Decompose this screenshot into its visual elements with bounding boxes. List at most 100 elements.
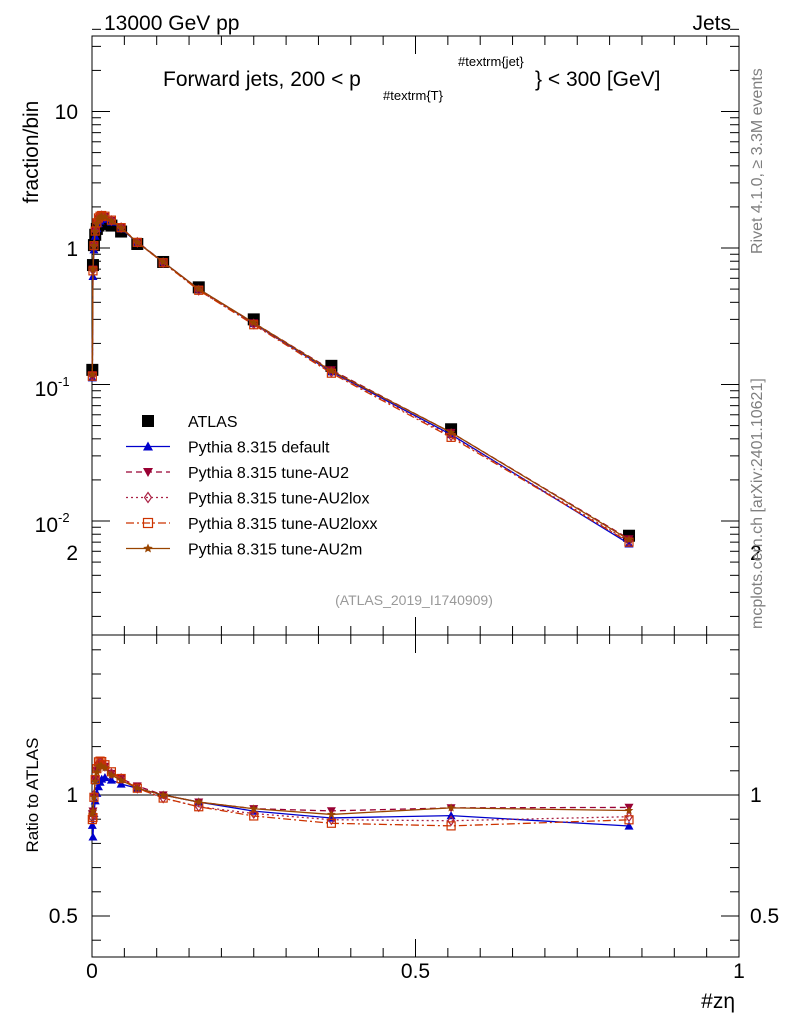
- xtick-label: 0.5: [401, 960, 430, 983]
- ratio-point: [249, 811, 259, 821]
- data-point: [88, 264, 98, 273]
- ytick-label-1: 1: [66, 238, 78, 261]
- ratio-point: [625, 811, 633, 823]
- legend-entry: ATLAS: [142, 414, 238, 431]
- ratio-ytick-label-left: 0.5: [49, 905, 78, 928]
- ytick-label-10: 10: [55, 101, 78, 124]
- legend-entry: Pythia 8.315 tune-AU2m: [126, 542, 362, 559]
- ratio-line: [91, 776, 630, 837]
- main-series: [86, 210, 636, 548]
- data-point: [107, 216, 116, 225]
- legend-label: Pythia 8.315 tune-AU2lox: [188, 491, 369, 508]
- ratio-point: [106, 775, 116, 784]
- data-point: [133, 237, 142, 246]
- legend-entry: Pythia 8.315 tune-AU2: [126, 465, 349, 482]
- ratio-point: [116, 775, 126, 784]
- legend-entry: Pythia 8.315 tune-AU2lox: [126, 491, 369, 508]
- title-tail: } < 300 [GeV]: [535, 68, 661, 91]
- analysis-watermark: (ATLAS_2019_I1740909): [335, 592, 493, 608]
- ratio-point: [158, 790, 168, 799]
- ratio-point: [249, 804, 259, 813]
- ratio-line: [91, 765, 630, 816]
- ratio-point: [624, 821, 634, 830]
- header-left: 13000 GeV pp: [104, 12, 239, 35]
- legend-marker: [142, 415, 154, 427]
- main-panel: Forward jets, 200 < p #textrm{T} #textrm…: [20, 28, 740, 636]
- legend-marker: [143, 491, 153, 504]
- ratio-point: [100, 763, 110, 772]
- data-point: [624, 539, 634, 548]
- data-point: [624, 535, 634, 544]
- ratio-series-pythia-8-315-tune-au2loxx: [87, 756, 634, 831]
- ratio-ytick-label-right: 2: [750, 542, 762, 565]
- ratio-point: [446, 811, 456, 820]
- ratio-point: [446, 803, 456, 812]
- title-main: Forward jets, 200 < p: [163, 68, 361, 91]
- legend-marker: [142, 517, 154, 529]
- data-point: [249, 318, 259, 327]
- legend: ATLAS Pythia 8.315 default Pythia 8.315 tu…: [126, 414, 377, 559]
- ratio-series: [87, 756, 634, 841]
- ratio-series-pythia-8-315-tune-au2m: [88, 761, 634, 819]
- ratio-frame: [91, 634, 740, 958]
- ratio-ylabel: Ratio to ATLAS: [23, 738, 42, 853]
- rivet-label: Rivet 4.1.0, ≥ 3.3M events: [749, 68, 766, 254]
- data-point: [446, 428, 456, 437]
- ratio-point: [89, 792, 99, 801]
- ytick-exp-0.1: -1: [58, 374, 70, 389]
- ratio-point: [92, 767, 102, 776]
- main-ytick-labels: 10 1 10 -1 10 -2: [35, 101, 78, 537]
- xtick-label: 1: [733, 960, 745, 983]
- ratio-point: [446, 821, 456, 831]
- ratio-panel: Ratio to ATLAS 0.5 0.51 12 2 0 0.5 1 #zη: [23, 542, 779, 1013]
- ratio-point: [93, 782, 103, 791]
- ratio-point: [327, 809, 336, 819]
- ytick-label-0.1: 10: [35, 378, 58, 401]
- ratio-point: [88, 832, 98, 841]
- ratio-line: [91, 763, 630, 815]
- ratio-point: [90, 776, 100, 786]
- ratio-point: [88, 806, 98, 815]
- ratio-point: [100, 772, 110, 782]
- ytick-label-0.01: 10: [35, 514, 58, 537]
- legend-marker: [143, 468, 153, 477]
- ratio-point: [624, 806, 634, 815]
- legend-label: Pythia 8.315 tune-AU2loxx: [188, 516, 377, 533]
- legend-label: ATLAS: [188, 414, 238, 431]
- ratio-series-pythia-8-315-default: [87, 772, 634, 841]
- ratio-point: [326, 818, 336, 828]
- ratio-xlabel: #zη: [701, 990, 735, 1013]
- header-right: Jets: [692, 12, 731, 35]
- data-point: [100, 212, 110, 221]
- main-title: Forward jets, 200 < p #textrm{T} #textrm…: [163, 54, 661, 103]
- ratio-line: [91, 760, 630, 827]
- ratio-ytick-label-left: 1: [66, 784, 78, 807]
- xtick-label: 0: [86, 960, 98, 983]
- ratio-point: [624, 815, 634, 825]
- legend-marker: [143, 441, 153, 451]
- ratio-point: [87, 820, 97, 829]
- ratio-ytick-label-left: 2: [66, 542, 78, 565]
- ratio-xtick-labels: 0 0.5 1: [86, 960, 745, 983]
- data-point: [194, 284, 204, 293]
- data-point: [88, 370, 97, 379]
- data-point: [116, 223, 126, 232]
- series-line: [91, 215, 630, 541]
- legend-entry: Pythia 8.315 default: [126, 440, 330, 457]
- data-point: [158, 257, 168, 266]
- ratio-ytick-label-right: 0.5: [750, 905, 779, 928]
- legend-label: Pythia 8.315 tune-AU2: [188, 465, 349, 482]
- main-ylabel: fraction/bin: [20, 101, 43, 204]
- main-ticks: [91, 28, 740, 635]
- ratio-line: [91, 762, 630, 822]
- data-point: [327, 366, 336, 375]
- legend-marker: [143, 543, 153, 553]
- data-point: [90, 227, 100, 236]
- series-pythia-8-315-tune-au2m: [88, 212, 634, 544]
- title-sup: #textrm{jet}: [458, 54, 524, 69]
- legend-label: Pythia 8.315 default: [188, 440, 330, 457]
- ratio-point: [107, 770, 116, 779]
- ratio-ytick-label-right: 1: [750, 784, 762, 807]
- legend-entry: Pythia 8.315 tune-AU2loxx: [126, 516, 377, 533]
